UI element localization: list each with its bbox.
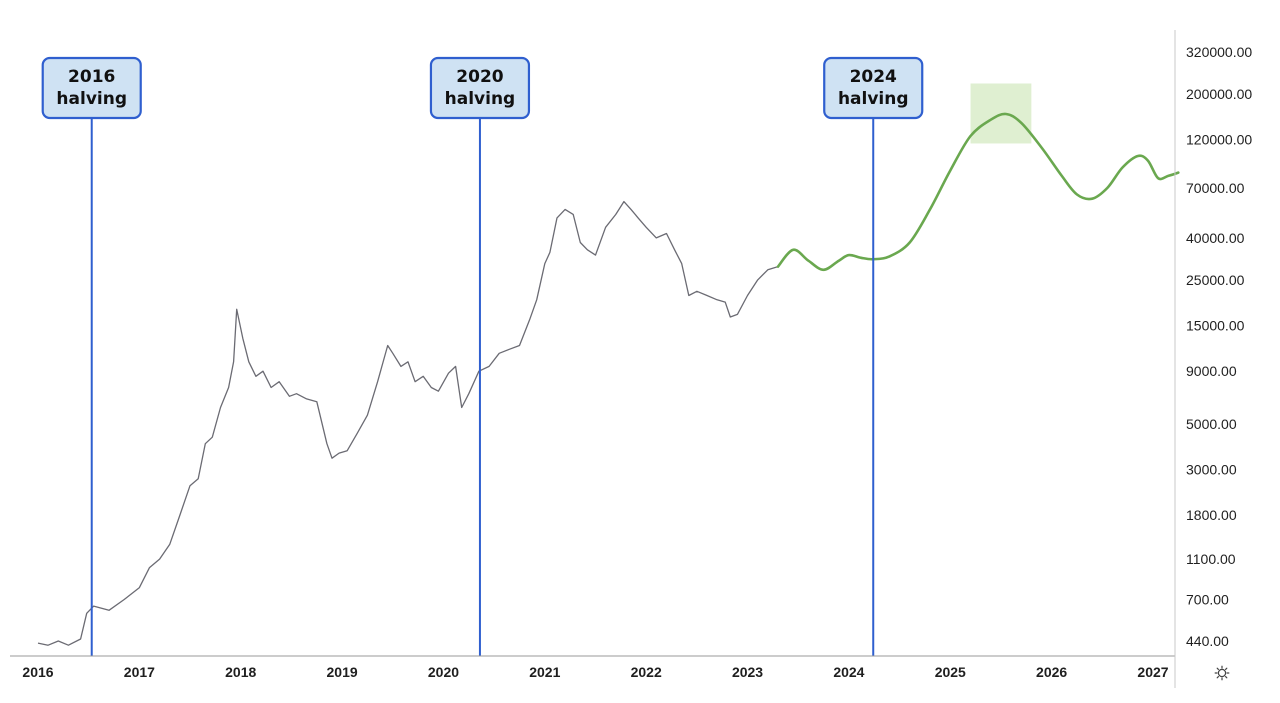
x-tick-label: 2026 bbox=[1036, 664, 1067, 680]
series-layer bbox=[37, 112, 1180, 646]
x-tick-label: 2023 bbox=[732, 664, 763, 680]
y-tick-label: 320000.00 bbox=[1186, 44, 1252, 60]
axis-layer bbox=[10, 30, 1176, 688]
y-tick-label: 25000.00 bbox=[1186, 272, 1245, 288]
y-tick-label: 200000.00 bbox=[1186, 86, 1252, 102]
x-tick-label: 2019 bbox=[327, 664, 358, 680]
halving-label-box bbox=[823, 56, 924, 120]
x-tick-label: 2025 bbox=[935, 664, 966, 680]
y-tick-label: 120000.00 bbox=[1186, 132, 1252, 148]
x-tick-label: 2027 bbox=[1137, 664, 1168, 680]
halving-label-year: 2016 bbox=[68, 67, 115, 87]
y-tick-label: 1800.00 bbox=[1186, 507, 1237, 523]
halving-label-box bbox=[429, 56, 531, 120]
x-tick-label: 2016 bbox=[22, 664, 53, 680]
x-tick-label: 2024 bbox=[833, 664, 864, 680]
x-tick-label: 2018 bbox=[225, 664, 256, 680]
projection-series-line bbox=[776, 112, 1180, 272]
halving-label-box bbox=[41, 56, 142, 120]
y-tick-label: 40000.00 bbox=[1186, 230, 1245, 246]
x-tick-label: 2020 bbox=[428, 664, 459, 680]
x-tick-labels: 2016 2017 2018 2019 2020 2021 2022 2023 2024 2025… bbox=[22, 664, 1168, 680]
settings-gear-icon[interactable] bbox=[1210, 661, 1234, 685]
y-tick-label: 3000.00 bbox=[1186, 461, 1237, 477]
y-tick-label: 5000.00 bbox=[1186, 416, 1237, 432]
y-tick-label: 440.00 bbox=[1186, 633, 1229, 649]
x-tick-label: 2022 bbox=[631, 664, 662, 680]
halving-label-word: halving bbox=[445, 89, 516, 109]
halving-label-year: 2020 bbox=[456, 67, 503, 87]
y-tick-label: 70000.00 bbox=[1186, 180, 1245, 196]
y-tick-label: 1100.00 bbox=[1186, 551, 1236, 567]
x-tick-label: 2017 bbox=[124, 664, 155, 680]
x-tick-label: 2021 bbox=[529, 664, 560, 680]
gear-icon bbox=[1214, 665, 1230, 681]
halving-label-year: 2024 bbox=[850, 67, 897, 87]
halving-label-word: halving bbox=[838, 89, 909, 109]
y-tick-labels: 320000.00 200000.00 120000.00 70000.00 40000… bbox=[1186, 44, 1252, 649]
y-tick-label: 9000.00 bbox=[1186, 363, 1237, 379]
y-tick-label: 15000.00 bbox=[1186, 318, 1245, 334]
historical-series-line bbox=[37, 200, 779, 646]
halving-label-word: halving bbox=[56, 89, 127, 109]
y-tick-label: 700.00 bbox=[1186, 591, 1229, 607]
